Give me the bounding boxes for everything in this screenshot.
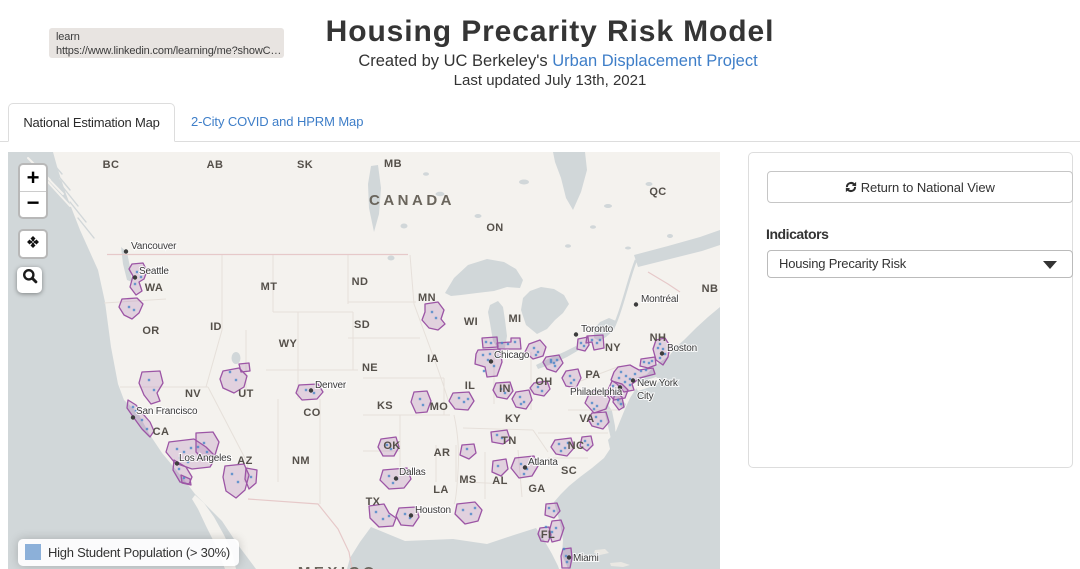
svg-text:AR: AR (434, 447, 451, 459)
svg-text:Dallas: Dallas (399, 467, 426, 478)
svg-text:City: City (637, 391, 654, 402)
svg-text:CO: CO (303, 407, 320, 419)
svg-text:GA: GA (528, 483, 545, 495)
svg-text:MEXICO: MEXICO (298, 564, 378, 569)
svg-text:Philadelphia: Philadelphia (570, 387, 623, 398)
svg-text:New York: New York (637, 378, 679, 389)
svg-text:OH: OH (535, 376, 552, 388)
svg-text:Toronto: Toronto (581, 324, 614, 335)
svg-text:IN: IN (499, 383, 511, 395)
svg-text:Vancouver: Vancouver (131, 241, 177, 252)
svg-text:VA: VA (579, 413, 594, 425)
svg-text:WI: WI (464, 316, 478, 328)
svg-text:PA: PA (585, 369, 600, 381)
svg-text:MO: MO (430, 401, 449, 413)
svg-text:Seattle: Seattle (139, 266, 169, 277)
svg-text:Los Angeles: Los Angeles (179, 453, 231, 464)
svg-text:LA: LA (433, 484, 448, 496)
svg-text:MN: MN (418, 292, 436, 304)
svg-text:MB: MB (384, 158, 402, 170)
svg-text:Chicago: Chicago (494, 350, 530, 361)
svg-text:ND: ND (352, 276, 369, 288)
svg-text:QC: QC (649, 186, 666, 198)
svg-text:SC: SC (561, 465, 577, 477)
svg-text:SD: SD (354, 319, 370, 331)
svg-text:CA: CA (153, 426, 170, 438)
svg-text:KY: KY (505, 413, 521, 425)
svg-text:NE: NE (362, 362, 378, 374)
svg-text:OK: OK (383, 440, 400, 452)
svg-text:AB: AB (207, 159, 224, 171)
svg-text:MT: MT (261, 281, 278, 293)
svg-text:KS: KS (377, 400, 393, 412)
svg-text:SK: SK (297, 159, 313, 171)
svg-text:AZ: AZ (237, 455, 252, 467)
svg-text:UT: UT (238, 388, 253, 400)
svg-text:WY: WY (279, 338, 298, 350)
svg-text:WA: WA (145, 282, 164, 294)
svg-text:MI: MI (508, 313, 521, 325)
svg-text:San Francisco: San Francisco (136, 406, 198, 417)
svg-text:Denver: Denver (315, 380, 347, 391)
svg-text:NV: NV (185, 388, 201, 400)
svg-text:BC: BC (103, 159, 120, 171)
svg-text:CANADA: CANADA (369, 192, 455, 209)
svg-text:Montréal: Montréal (641, 294, 678, 305)
svg-text:OR: OR (142, 325, 159, 337)
svg-text:NM: NM (292, 455, 310, 467)
svg-text:AL: AL (492, 475, 507, 487)
svg-text:Miami: Miami (573, 553, 599, 564)
svg-text:FL: FL (541, 529, 555, 541)
svg-text:MS: MS (459, 474, 476, 486)
svg-text:NB: NB (702, 283, 719, 295)
svg-text:NY: NY (605, 342, 621, 354)
svg-text:ON: ON (486, 222, 503, 234)
svg-text:NH: NH (650, 332, 667, 344)
svg-text:IA: IA (427, 353, 439, 365)
svg-text:Houston: Houston (415, 505, 451, 516)
svg-text:Atlanta: Atlanta (528, 457, 558, 468)
svg-text:IL: IL (465, 380, 476, 392)
svg-text:TX: TX (366, 496, 381, 508)
svg-text:ID: ID (210, 321, 222, 333)
svg-text:NC: NC (568, 440, 585, 452)
svg-text:TN: TN (501, 435, 516, 447)
svg-text:Boston: Boston (667, 343, 697, 354)
